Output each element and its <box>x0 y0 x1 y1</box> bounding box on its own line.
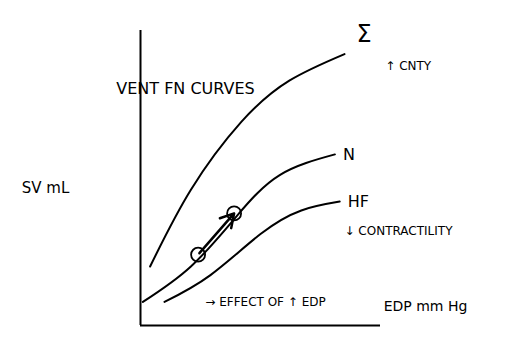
svg-text:EDP mm Hg: EDP mm Hg <box>384 298 468 314</box>
svg-text:↓ CONTRACTILITY: ↓ CONTRACTILITY <box>345 224 454 238</box>
svg-text:HF: HF <box>348 192 369 211</box>
svg-text:Σ: Σ <box>357 20 372 48</box>
svg-text:→ EFFECT OF ↑ EDP: → EFFECT OF ↑ EDP <box>205 295 325 309</box>
svg-text:VENT FN CURVES: VENT FN CURVES <box>116 79 254 98</box>
svg-text:SV mL: SV mL <box>22 179 70 197</box>
svg-text:N: N <box>343 145 355 164</box>
svg-text:↑ CNTY: ↑ CNTY <box>385 59 432 73</box>
